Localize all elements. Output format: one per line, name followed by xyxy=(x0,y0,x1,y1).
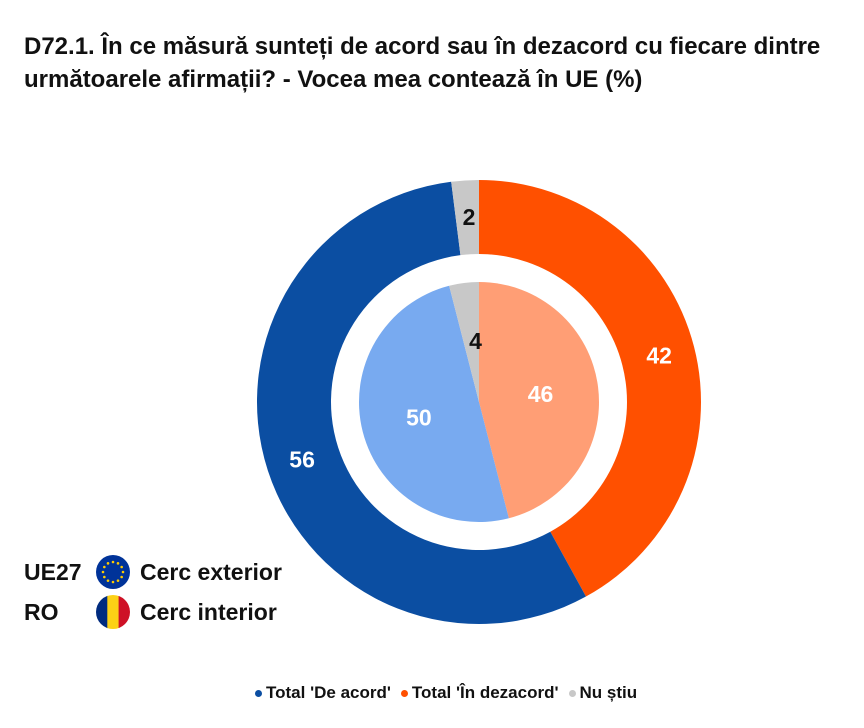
eu-star xyxy=(116,579,120,582)
outer-label-dont-know: 2 xyxy=(463,204,476,230)
eu-star xyxy=(116,562,120,565)
legend-label-disagree: Total 'În dezacord' xyxy=(411,683,559,702)
eu-star xyxy=(111,580,115,584)
eu-star xyxy=(101,570,105,574)
key-label-inner: Cerc interior xyxy=(140,598,277,625)
legend-label-agree: Total 'De acord' xyxy=(266,683,391,702)
legend-dot-disagree xyxy=(400,689,408,697)
outer-label-agree: 56 xyxy=(289,447,315,473)
data-labels: 42 56 2 46 50 4 xyxy=(289,204,672,472)
key-label-outer: Cerc exterior xyxy=(140,558,282,585)
eu-star xyxy=(103,575,106,579)
outer-ring-ue27 xyxy=(257,180,702,624)
inner-slice-dont-know xyxy=(449,282,479,402)
key-code-ro: RO xyxy=(24,598,59,625)
eu-star xyxy=(106,579,110,582)
legend-item-agree: Total 'De acord' xyxy=(255,683,391,703)
outer-slice-disagree xyxy=(479,180,702,597)
inner-slice-agree xyxy=(359,285,509,522)
key-row-ro: RO Cerc interior xyxy=(24,592,277,632)
legend-dot-dont-know xyxy=(568,689,576,697)
eu-star xyxy=(111,560,115,564)
eu-star xyxy=(120,565,123,569)
inner-label-agree: 50 xyxy=(406,404,432,430)
eu-star xyxy=(120,575,123,579)
inner-label-dont-know: 4 xyxy=(469,328,482,354)
inner-ring-ro xyxy=(359,282,600,522)
outer-slice-agree xyxy=(257,181,586,624)
eu-star xyxy=(103,565,106,569)
key-code-ue27: UE27 xyxy=(24,558,82,585)
legend-dot-agree xyxy=(255,689,262,697)
inner-slice-disagree xyxy=(479,282,600,519)
eu-star xyxy=(121,570,125,574)
inner-label-disagree: 46 xyxy=(528,381,554,407)
eu-flag-icon xyxy=(96,555,130,589)
ro-flag-icon xyxy=(96,595,130,629)
chart-title: D72.1. În ce măsură sunteți de acord sau… xyxy=(24,33,821,93)
key-row-ue27: UE27 Cerc exterior xyxy=(24,552,282,592)
legend-label-dont-know: Nu știu xyxy=(579,683,638,702)
chart-legend: Total 'De acord' Total 'În dezacord' Nu … xyxy=(255,683,647,703)
outer-label-disagree: 42 xyxy=(646,343,672,369)
outer-slice-dont-know xyxy=(451,180,479,256)
legend-item-dont-know: Nu știu xyxy=(568,683,638,703)
eu-star xyxy=(106,562,110,565)
legend-item-disagree: Total 'În dezacord' xyxy=(400,683,559,703)
